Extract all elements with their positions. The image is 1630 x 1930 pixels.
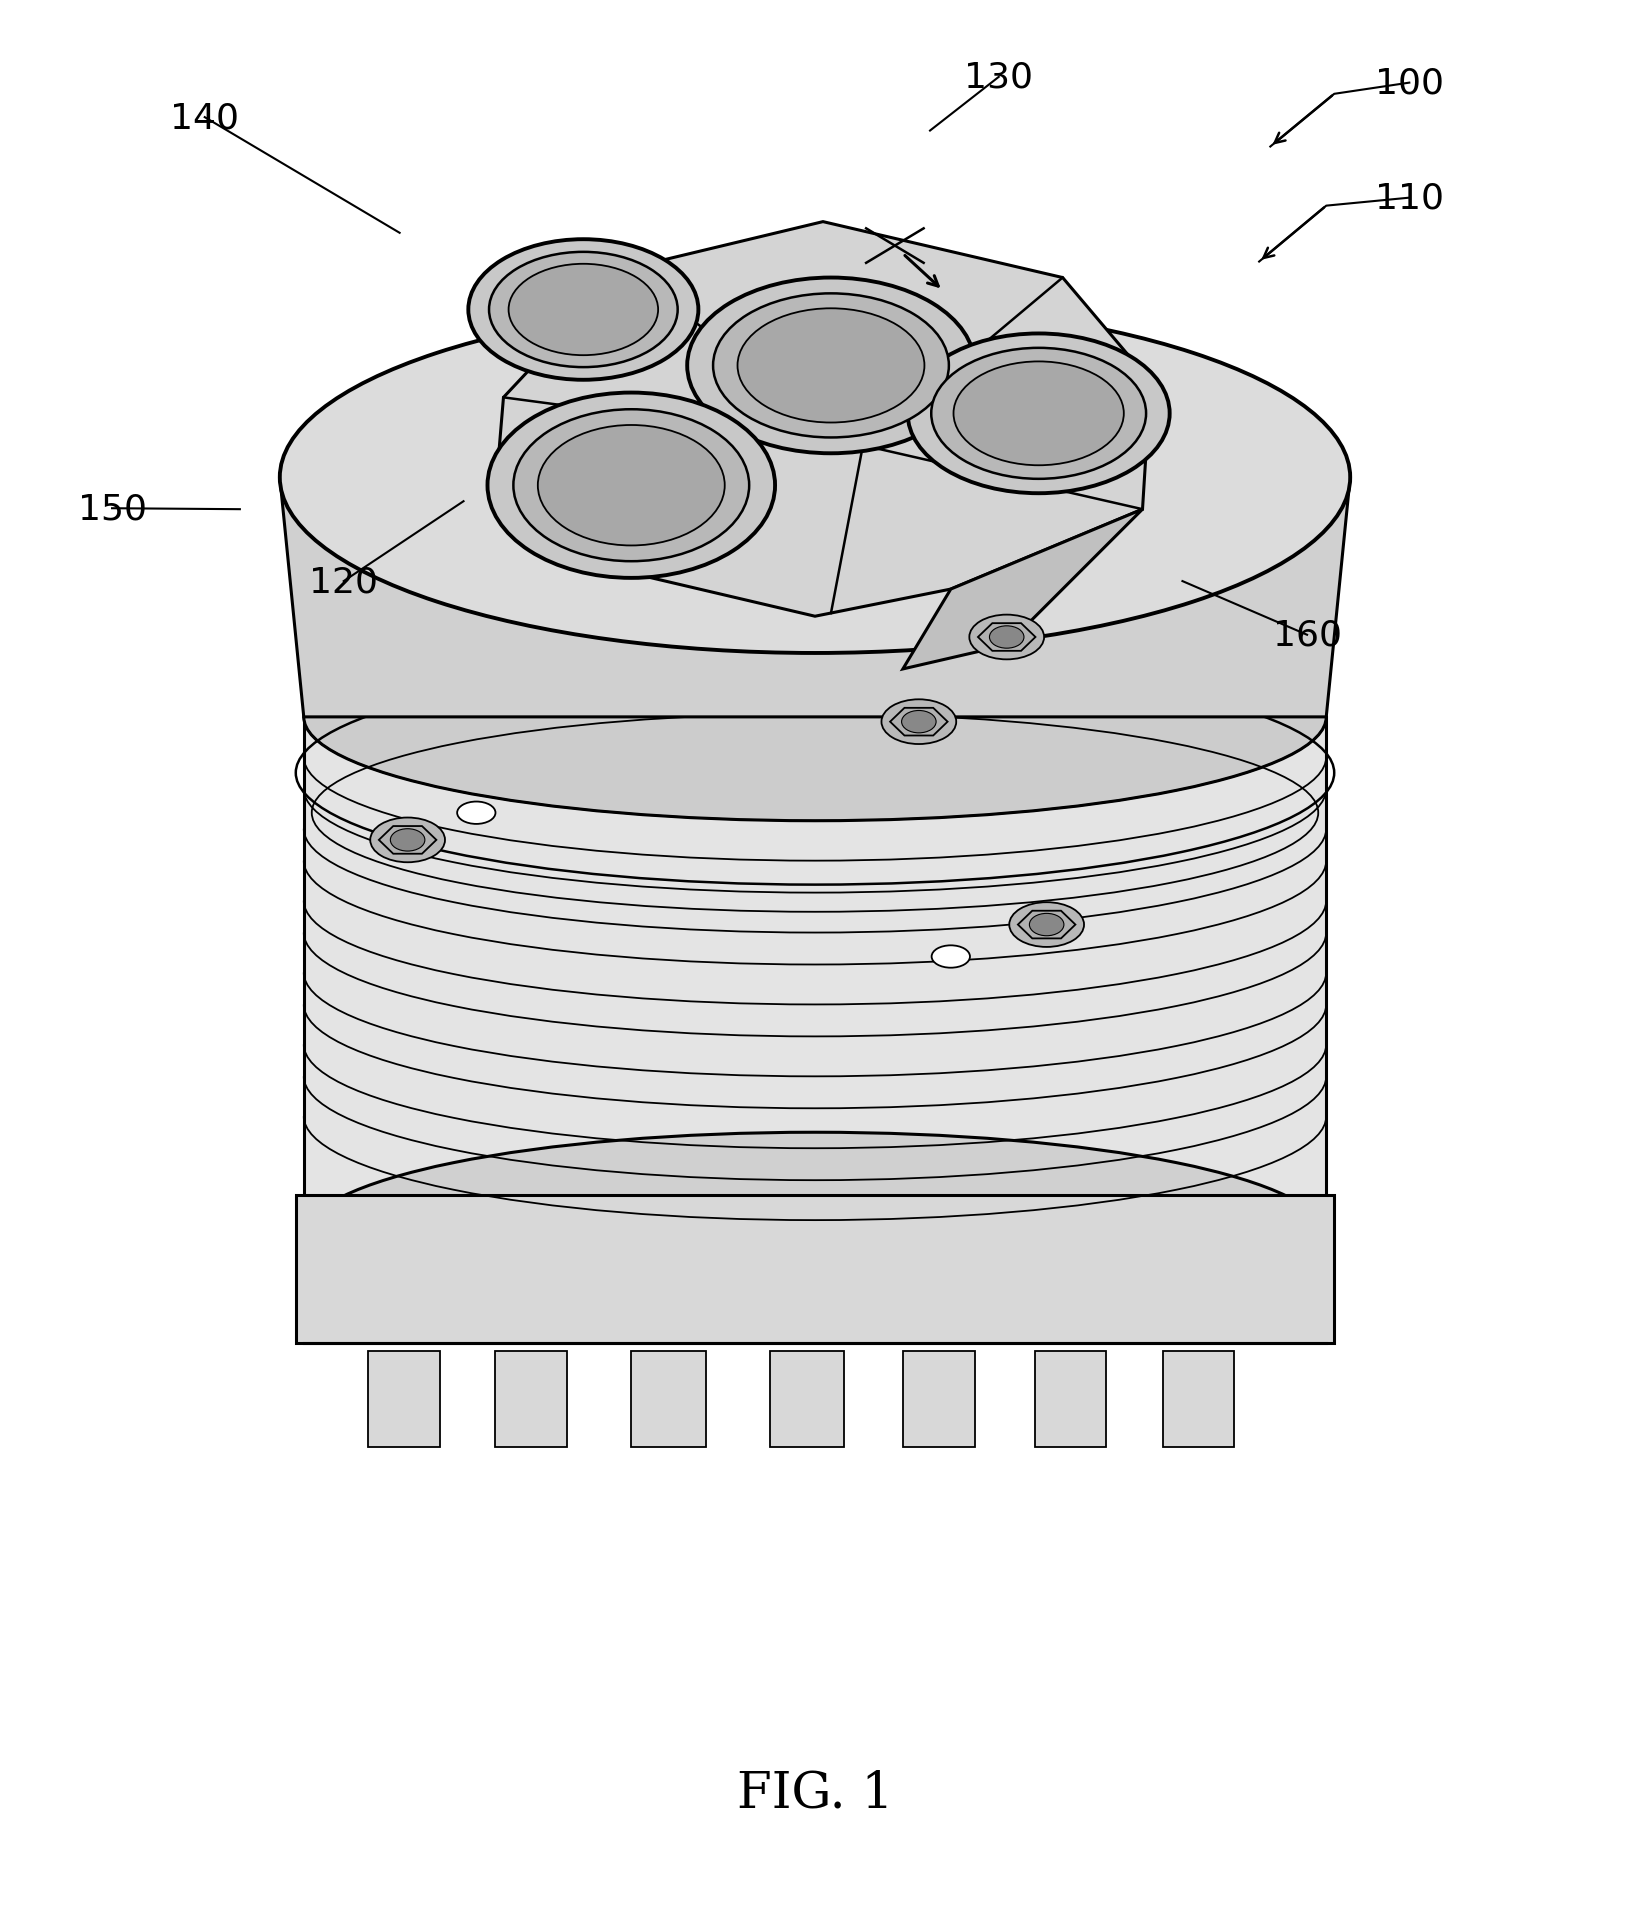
Ellipse shape [303, 1133, 1327, 1339]
Ellipse shape [901, 710, 936, 733]
Ellipse shape [688, 278, 975, 454]
Polygon shape [771, 1351, 844, 1448]
Ellipse shape [737, 309, 924, 423]
Ellipse shape [513, 409, 750, 562]
Text: FIG. 1: FIG. 1 [737, 1768, 893, 1818]
Ellipse shape [487, 394, 774, 579]
Polygon shape [903, 510, 1143, 670]
Ellipse shape [908, 334, 1170, 494]
Ellipse shape [489, 253, 678, 369]
Polygon shape [496, 222, 1151, 618]
Polygon shape [496, 1351, 567, 1448]
Ellipse shape [1030, 915, 1064, 936]
Ellipse shape [989, 627, 1024, 648]
Text: 160: 160 [1273, 618, 1341, 652]
Text: 120: 120 [310, 565, 378, 598]
Ellipse shape [468, 239, 698, 380]
Ellipse shape [712, 293, 949, 438]
Polygon shape [303, 718, 1327, 1237]
Polygon shape [1017, 911, 1076, 938]
Text: 130: 130 [965, 62, 1033, 95]
Text: 100: 100 [1374, 68, 1444, 100]
Ellipse shape [456, 803, 496, 824]
Polygon shape [978, 623, 1035, 652]
Polygon shape [378, 826, 437, 855]
Polygon shape [631, 1351, 706, 1448]
Polygon shape [1164, 1351, 1234, 1448]
Ellipse shape [509, 264, 659, 355]
Ellipse shape [932, 946, 970, 969]
Polygon shape [368, 1351, 440, 1448]
Text: 110: 110 [1374, 181, 1444, 216]
Polygon shape [903, 1351, 975, 1448]
Ellipse shape [954, 363, 1123, 465]
Ellipse shape [1009, 903, 1084, 948]
Text: 150: 150 [78, 492, 147, 527]
Polygon shape [890, 708, 947, 735]
Ellipse shape [390, 830, 425, 851]
Ellipse shape [882, 701, 957, 745]
Ellipse shape [931, 349, 1146, 479]
Ellipse shape [970, 616, 1045, 660]
Text: 140: 140 [170, 100, 240, 135]
Ellipse shape [538, 427, 725, 546]
Ellipse shape [303, 614, 1327, 822]
Ellipse shape [370, 818, 445, 863]
Polygon shape [1035, 1351, 1105, 1448]
Polygon shape [280, 479, 1350, 718]
Ellipse shape [280, 303, 1350, 654]
Polygon shape [295, 1195, 1335, 1343]
